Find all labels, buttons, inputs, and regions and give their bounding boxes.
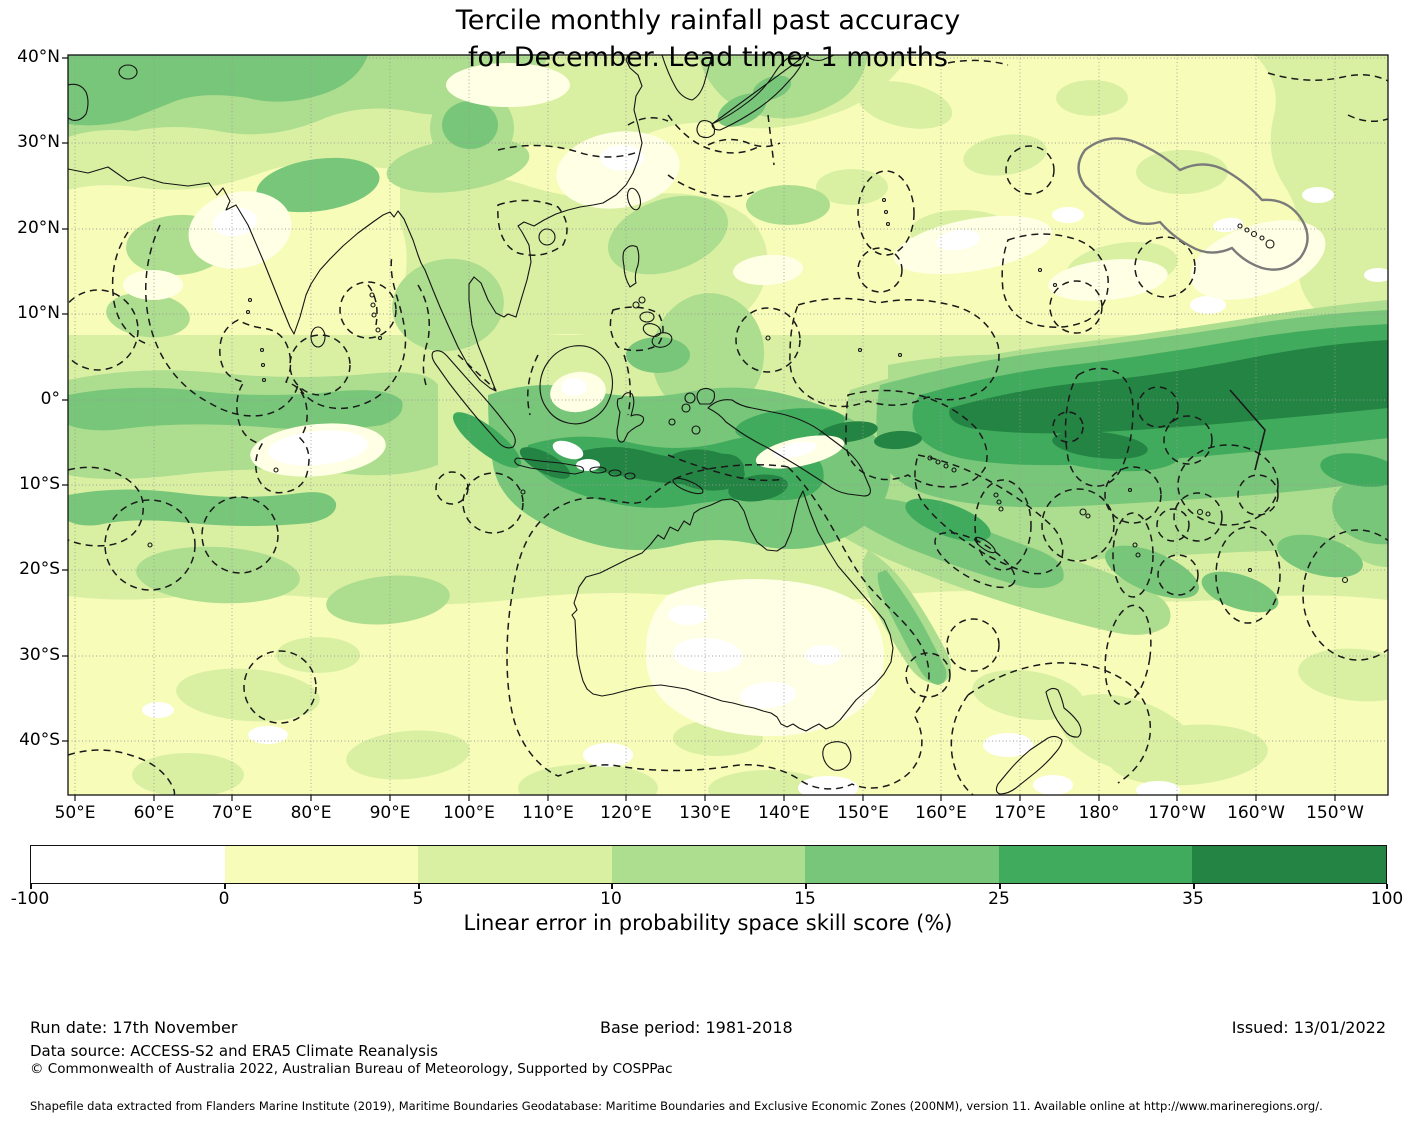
lat-label-40s: 40°S [19,730,60,750]
lon-label-60e: 60°E [133,803,175,823]
figure-title: Tercile monthly rainfall past accuracy f… [0,2,1416,76]
colorbar-tick-25: 25 [988,889,1010,909]
field-pale-patches [123,63,1388,795]
taiwan-coastline [626,187,642,211]
colorbar-tickmark [224,884,226,889]
lon-label-150w: 150°W [1306,803,1364,823]
colorbar-tick-100: 100 [1370,889,1404,909]
colorbar-segment-35-100 [1192,846,1387,883]
lat-label-0: 0° [40,389,60,409]
issued-text: Issued: 13/01/2022 [1231,1018,1386,1037]
data-source-text: Data source: ACCESS-S2 and ERA5 Climate … [30,1042,438,1060]
run-date-text: Run date: 17th November [30,1018,238,1037]
colorbar-tick-5: 5 [412,889,424,909]
colorbar-tickmark [418,884,420,889]
lat-label-40n: 40°N [17,47,60,67]
colorbar-segment-below-0 [31,846,225,883]
skill-score-field [68,55,1388,795]
java-coastline [514,457,584,475]
philippines-coastline [622,245,640,288]
hawaii-eez-outline [1077,137,1309,271]
copyright-text: © Commonwealth of Australia 2022, Austra… [30,1061,673,1077]
borneo-coastline [539,345,614,425]
lat-label-30n: 30°N [17,132,60,152]
lat-label-30s: 30°S [19,645,60,665]
lon-label-130e: 130°E [679,803,731,823]
sumatra-coastline [431,350,516,449]
x-axis-ticks [74,795,1336,801]
colorbar-segment-5-10 [418,846,612,883]
caspian-coastline [68,83,89,121]
lat-label-10n: 10°N [17,303,60,323]
lon-label-140e: 140°E [758,803,810,823]
lon-label-150e: 150°E [837,803,889,823]
y-axis-ticks [62,57,68,742]
lon-label-110e: 110°E [522,803,574,823]
colorbar-label: Linear error in probability space skill … [463,911,953,935]
asia-coastline [68,55,643,392]
colorbar-tick-35: 35 [1182,889,1204,909]
title-line-2: for December. Lead time: 1 months [468,42,948,73]
map-frame [67,54,1389,796]
eez-boundaries [68,59,1388,795]
lon-label-180: 180° [1078,803,1120,823]
timor-coastline [672,477,704,495]
lon-label-160e: 160°E [915,803,967,823]
lat-label-20n: 20°N [17,218,60,238]
pacific-islands [147,197,1349,584]
tasmania-coastline [822,741,852,771]
lon-label-170w: 170°W [1148,803,1206,823]
lon-label-70e: 70°E [211,803,253,823]
colorbar-tick-15: 15 [794,889,816,909]
korea-coastline [661,55,713,101]
sulawesi-coastline [616,392,645,443]
japan-coastline [696,55,835,139]
colorbar-segment-10-15 [611,846,806,883]
lon-label-50e: 50°E [54,803,96,823]
colorbar-tick-10: 10 [600,889,622,909]
colorbar-tick-neg100: -100 [10,889,50,909]
coastlines [68,55,1349,795]
lon-label-120e: 120°E [600,803,652,823]
colorbar-tickmark [805,884,807,889]
hainan-coastline [538,228,556,246]
colorbar-tickmark [611,884,613,889]
colorbar-tickmark [999,884,1001,889]
colorbar-segment-0-5 [224,846,419,883]
colorbar-tickmark [30,884,32,889]
colorbar-segment-15-25 [805,846,999,883]
title-line-1: Tercile monthly rainfall past accuracy [455,5,961,36]
lat-label-10s: 10°S [19,474,60,494]
sri-lanka-coastline [310,326,326,348]
lon-label-100e: 100°E [443,803,495,823]
base-period-text: Base period: 1981-2018 [600,1018,793,1037]
colorbar [30,845,1387,884]
new-guinea-coastline [696,387,871,497]
australia-coastline [571,490,894,732]
shapefile-credit-text: Shapefile data extracted from Flanders M… [30,1099,1323,1113]
lon-label-170e: 170°E [994,803,1046,823]
colorbar-tick-0: 0 [218,889,230,909]
colorbar-tickmark [1386,884,1388,889]
map-plot-area [68,55,1388,795]
lat-label-20s: 20°S [19,559,60,579]
colorbar-tickmark [1193,884,1195,889]
lon-label-80e: 80°E [290,803,332,823]
colorbar-segment-25-35 [998,846,1193,883]
new-zealand-coastline [995,687,1082,795]
lon-label-160w: 160°W [1227,803,1285,823]
lon-label-90e: 90°E [369,803,411,823]
